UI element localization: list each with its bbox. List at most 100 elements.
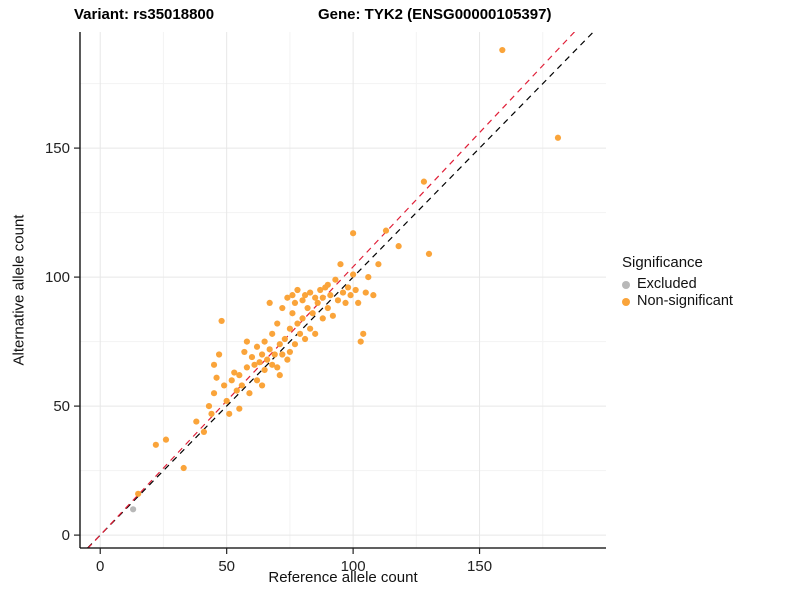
data-point [264,356,271,363]
data-point [375,261,382,268]
data-point [269,330,276,337]
data-point [266,299,273,306]
data-point [299,315,306,322]
x-axis-label: Reference allele count [268,569,418,586]
data-point [329,312,336,319]
data-point [319,294,326,301]
x-tick-label: 50 [218,558,235,575]
data-point [200,428,208,435]
data-point [319,315,326,322]
data-point [350,271,357,278]
data-point [236,372,243,379]
data-point [231,369,238,376]
data-point [289,310,296,317]
data-point [248,353,256,361]
data-point [258,382,266,389]
fit-line [87,32,576,548]
data-point [296,330,304,337]
data-point [291,299,299,306]
x-tick-label: 100 [341,558,366,575]
data-point [218,317,225,325]
data-point [266,346,273,353]
data-point [289,292,296,299]
data-point [274,320,281,327]
data-point [243,364,251,371]
data-point [299,297,306,304]
data-point [355,299,362,306]
grid-minor [80,32,606,548]
data-point [304,304,311,312]
data-point [236,405,243,412]
data-point [301,335,309,343]
data-point [228,377,235,384]
data-point [130,506,137,513]
x-tick-label: 0 [96,558,104,575]
data-point [317,286,324,294]
data-point [312,330,319,337]
data-point [284,356,291,363]
data-point [238,382,245,389]
data-point [193,418,200,425]
data-point [294,320,301,327]
data-point [261,338,268,345]
data-point [269,361,276,368]
legend-item-non-significant: Non-significant [622,293,733,310]
plot-title-gene: Gene: TYK2 (ENSG00000105397) [318,6,552,23]
data-point [253,343,261,350]
data-point [344,284,352,291]
data-point [382,227,390,234]
data-point [286,325,293,332]
legend: Significance Excluded Non-significant [622,254,733,310]
trend-lines [86,32,595,548]
data-point [233,387,240,394]
data-point [291,341,299,348]
data-point [256,359,263,366]
grid-major [80,32,606,548]
data-point [210,361,218,368]
data-point [205,403,213,410]
y-tick-label: 0 [62,527,70,544]
data-point [253,377,261,384]
data-point [350,230,357,237]
y-axis-label: Alternative allele count [10,214,28,366]
legend-title: Significance [622,254,703,271]
data-point [314,299,321,306]
identity-line [86,32,595,548]
data-point [312,294,319,301]
data-point [279,304,286,312]
data-point [135,490,142,497]
data-point [365,274,372,281]
legend-item-label: Non-significant [637,293,733,309]
data-point [261,366,268,374]
data-point [152,441,159,448]
data-point [241,348,248,356]
data-point [276,372,283,379]
data-point [223,397,230,405]
data-point [281,335,288,343]
data-point [395,243,402,250]
data-point [327,292,334,299]
y-tick-label: 100 [45,269,70,286]
data-point [339,289,347,296]
data-point [499,46,506,54]
data-point [352,286,359,294]
plot-title-variant: Variant: rs35018800 [74,6,215,23]
excluded-point-swatch [622,280,630,289]
axes: 0 50 100 150 0 50 100 150 [45,32,606,575]
data-point [243,338,251,345]
data-point [226,410,233,417]
data-points [130,46,562,513]
non-significant-point-swatch [622,297,630,306]
data-point [360,330,367,337]
data-point [342,299,349,306]
data-point [258,351,266,358]
data-point [347,292,354,299]
data-point [215,351,223,358]
data-point [251,361,258,368]
data-point [180,464,187,472]
data-point [210,390,218,397]
x-tick-label: 150 [467,558,492,575]
data-point [425,250,433,257]
